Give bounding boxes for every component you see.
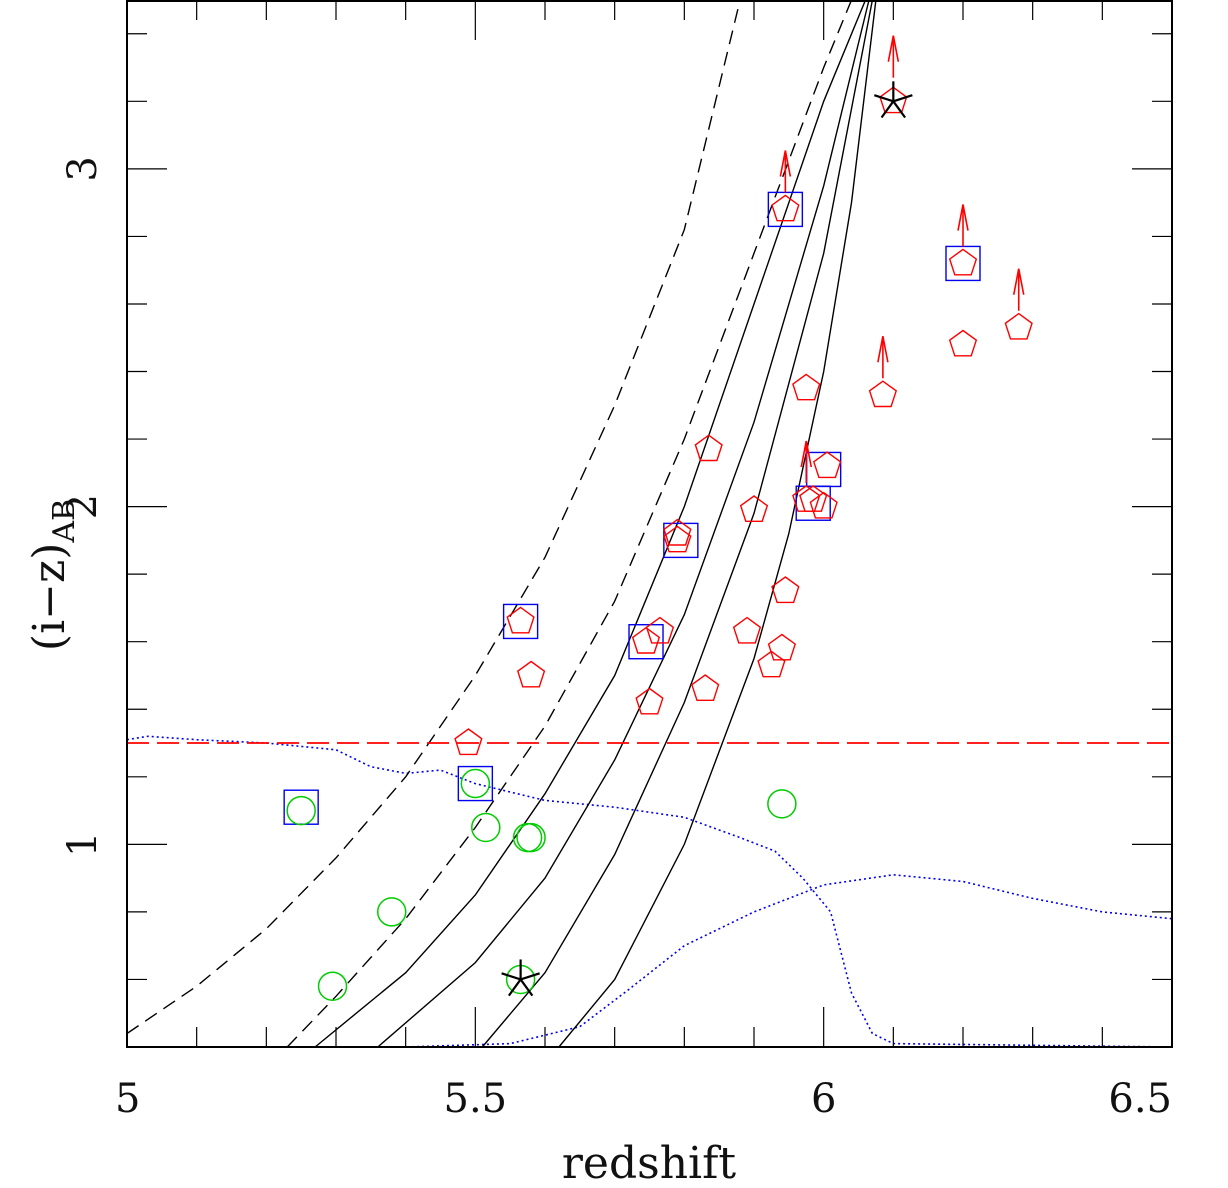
upper-limit-arrow <box>800 440 813 483</box>
square-marker <box>628 624 664 660</box>
pentagon-marker <box>879 86 908 114</box>
svg-text:(i−z)AB: (i−z)AB <box>24 499 82 651</box>
x-tick-label: 5 <box>115 1076 140 1122</box>
star-arm <box>519 978 534 997</box>
pentagon-marker <box>767 633 797 661</box>
pentagon-marker <box>516 660 546 688</box>
star-arm <box>892 100 906 119</box>
circle-marker <box>460 768 491 799</box>
axis-ticks <box>126 0 1173 1048</box>
arrow-head <box>779 150 792 177</box>
star-arm <box>507 978 522 997</box>
arrow-head <box>957 204 969 231</box>
circle-marker <box>317 971 348 1001</box>
square-marker <box>457 765 494 802</box>
y-tick-label: 1 <box>60 832 106 857</box>
solid-track-3 <box>481 0 874 1048</box>
data-markers <box>283 35 1033 1001</box>
pentagon-marker <box>663 525 692 553</box>
dashed-track-1 <box>126 0 741 1035</box>
y-axis-label: (i−z)AB <box>24 499 82 651</box>
solid-track-4 <box>558 0 877 1048</box>
arrow-head <box>800 440 813 468</box>
pentagon-marker <box>948 329 978 357</box>
square-marker <box>663 522 699 559</box>
upper-limit-arrow <box>887 35 900 78</box>
filter-curves <box>126 735 1173 1048</box>
pentagon-marker <box>948 248 978 276</box>
star-arm <box>880 100 895 119</box>
pentagon-marker <box>691 674 720 701</box>
pentagon-marker <box>812 451 842 479</box>
pentagon-marker <box>792 373 821 401</box>
square-marker <box>502 603 539 640</box>
pentagon-marker <box>732 616 762 644</box>
y-tick-label: 2 <box>60 494 106 519</box>
upper-limit-arrow <box>779 150 792 193</box>
pentagon-marker <box>663 518 692 546</box>
star-arm <box>501 972 521 981</box>
star-marker <box>873 81 913 119</box>
plot-border <box>126 0 1173 1048</box>
arrow-head <box>887 35 900 62</box>
dashed-track-2 <box>286 0 853 1048</box>
tick-labels: 5 5.5 6 6.5 1 2 3 <box>60 156 1172 1122</box>
star-arm <box>520 972 540 981</box>
pentagon-marker <box>809 491 838 519</box>
star-marker <box>501 959 540 997</box>
arrow-head <box>877 336 889 363</box>
circle-marker <box>286 795 316 826</box>
y-axis-label-main: (i−z) <box>24 543 75 651</box>
arrow-head <box>1012 268 1025 295</box>
circle-marker <box>516 822 546 853</box>
pentagon-marker <box>739 495 769 522</box>
pentagon-marker <box>771 194 800 222</box>
pentagon-marker <box>454 728 483 756</box>
upper-limit-arrow <box>957 204 969 247</box>
x-tick-label: 5.5 <box>444 1076 508 1122</box>
y-tick-label: 3 <box>60 156 106 181</box>
pentagon-marker <box>868 380 898 408</box>
pentagon-marker <box>645 616 675 644</box>
upper-limit-arrow <box>877 336 889 379</box>
pentagon-marker <box>771 576 800 604</box>
pentagon-marker <box>631 626 661 654</box>
star-arm <box>873 94 894 103</box>
x-tick-label: 6 <box>811 1076 836 1122</box>
solid-track-1 <box>314 0 867 1048</box>
filter-curve-2 <box>127 873 1173 1048</box>
pentagon-marker <box>506 606 535 634</box>
star-arm <box>892 94 913 103</box>
circle-marker <box>767 789 797 819</box>
upper-limit-arrow <box>1012 268 1025 311</box>
plot-frame <box>126 0 1173 1048</box>
x-axis-label: redshift <box>562 1138 737 1188</box>
model-tracks <box>126 0 877 1048</box>
pentagon-marker <box>1004 312 1033 340</box>
x-tick-label: 6.5 <box>1108 1076 1172 1122</box>
circle-marker <box>376 897 407 927</box>
pentagon-marker <box>635 687 664 715</box>
y-axis-label-sub: AB <box>47 499 82 544</box>
circle-marker <box>471 812 501 843</box>
pentagon-marker <box>799 485 828 512</box>
filter-curve-1 <box>126 735 1173 1048</box>
pentagon-marker <box>694 434 723 462</box>
solid-track-2 <box>377 0 870 1048</box>
